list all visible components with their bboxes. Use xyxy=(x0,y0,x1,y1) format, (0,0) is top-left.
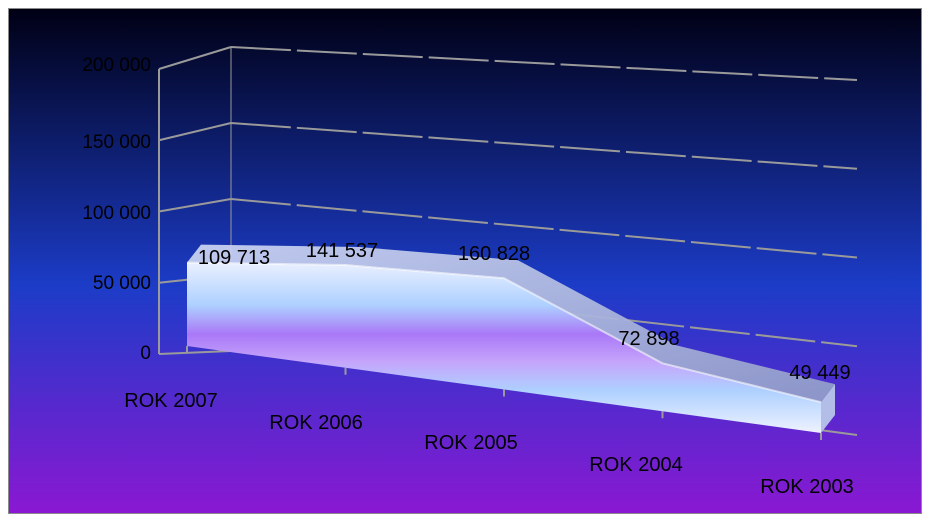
data-label: 141 537 xyxy=(306,240,378,262)
y-tick-label: 100 000 xyxy=(82,203,151,224)
data-label: 49 449 xyxy=(789,362,850,384)
area-series xyxy=(186,244,835,433)
y-tick-label: 150 000 xyxy=(82,132,151,153)
area-front-face xyxy=(187,262,821,433)
gridline-segment xyxy=(158,46,232,70)
y-tick-label: 200 000 xyxy=(82,55,151,76)
data-labels: 109 713 141 537 160 828 72 898 49 449 xyxy=(198,240,851,384)
gridline xyxy=(230,46,858,81)
x-tick-label: ROK 2004 xyxy=(589,454,682,476)
chart-frame: 0 50 000 100 000 150 000 200 000 ROK 200… xyxy=(8,8,922,514)
x-tick-label: ROK 2006 xyxy=(269,412,362,434)
x-tick-label: ROK 2007 xyxy=(124,390,217,412)
gridline-segment xyxy=(158,350,232,355)
data-label: 72 898 xyxy=(618,328,679,350)
gridline-segment xyxy=(158,198,232,213)
y-tick-label: 0 xyxy=(140,343,151,364)
gridline xyxy=(230,198,858,259)
x-axis-ticks: ROK 2007 ROK 2006 ROK 2005 ROK 2004 ROK … xyxy=(124,390,853,498)
gridline-segment xyxy=(158,122,232,142)
x-tick-label: ROK 2003 xyxy=(760,476,853,498)
area-right-face xyxy=(821,384,835,433)
x-tick-label: ROK 2005 xyxy=(424,432,517,454)
data-label: 109 713 xyxy=(198,247,270,269)
area-top-face xyxy=(187,244,835,403)
y-tick-label: 50 000 xyxy=(93,273,151,294)
area-chart: 0 50 000 100 000 150 000 200 000 ROK 200… xyxy=(9,9,921,513)
gridline xyxy=(230,122,858,170)
data-label: 160 828 xyxy=(458,243,530,265)
y-axis-ticks: 0 50 000 100 000 150 000 200 000 xyxy=(82,55,151,364)
area-line xyxy=(186,261,822,404)
